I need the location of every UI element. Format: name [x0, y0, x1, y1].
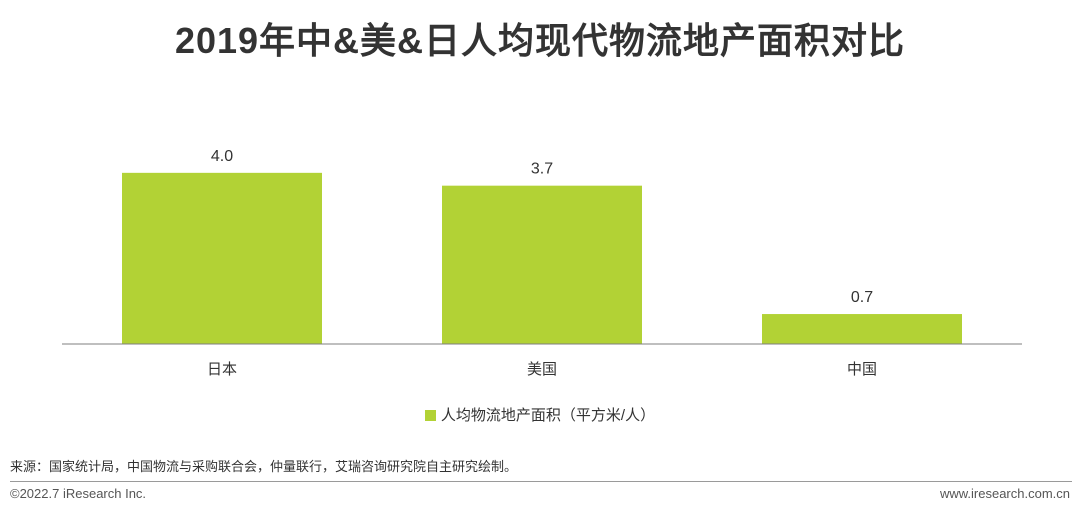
website-text: www.iresearch.com.cn	[939, 486, 1070, 501]
x-tick-label-1: 日本	[207, 360, 237, 378]
x-tick-label-3: 中国	[847, 360, 877, 378]
legend-label: 人均物流地产面积（平方米/人）	[440, 407, 656, 424]
footer-divider	[10, 481, 1072, 482]
bar-2	[442, 185, 642, 344]
data-label-1: 4.0	[211, 148, 233, 165]
chart-title: 2019年中&美&日人均现代物流地产面积对比	[174, 20, 906, 61]
legend-swatch	[424, 410, 436, 421]
bar-1	[122, 172, 322, 344]
legend: 人均物流地产面积（平方米/人）	[0, 404, 1080, 425]
data-label-3: 0.7	[851, 289, 873, 306]
x-tick-label-2: 美国	[527, 360, 557, 378]
data-label-2: 3.7	[531, 161, 553, 178]
source-note: 来源：国家统计局，中国物流与采购联合会，仲量联行，艾瑞咨询研究院自主研究绘制。	[10, 459, 518, 474]
bar-3	[762, 314, 962, 344]
bar-chart: 4.0 日本 3.7 美国 0.7 中国	[62, 148, 1022, 378]
copyright-text: ©2022.7 iResearch Inc.	[10, 486, 147, 501]
